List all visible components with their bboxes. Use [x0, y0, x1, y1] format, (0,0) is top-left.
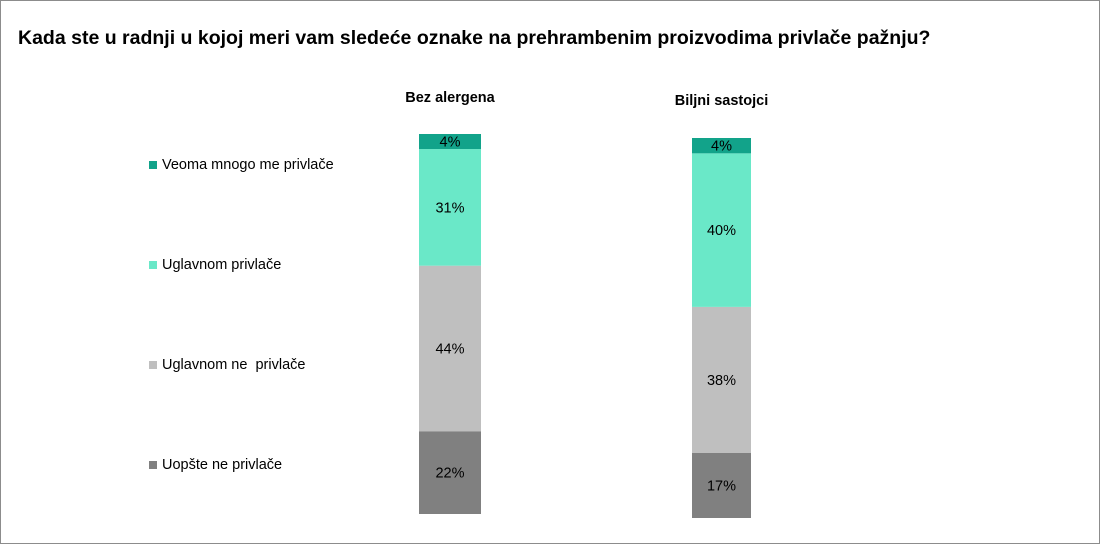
legend-label: Uglavnom privlače	[162, 257, 282, 273]
legend-item: Uglavnom ne privlače	[149, 357, 305, 373]
legend-label: Uopšte ne privlače	[162, 457, 283, 473]
data-label: 22%	[435, 466, 464, 482]
bar-segment	[692, 153, 751, 307]
legend-label: Veoma mnogo me privlače	[162, 157, 334, 173]
legend-swatch	[149, 261, 157, 269]
data-label: 44%	[435, 341, 464, 357]
data-label: 31%	[435, 200, 464, 216]
legend-swatch	[149, 161, 157, 169]
legend-item: Veoma mnogo me privlače	[149, 157, 334, 173]
bar-segment	[692, 138, 751, 154]
legend-swatch	[149, 461, 157, 469]
data-label: 38%	[707, 373, 736, 389]
legend-label: Uglavnom ne privlače	[162, 357, 306, 373]
category-label: Biljni sastojci	[675, 93, 768, 109]
bar-segment	[419, 265, 481, 432]
category-label: Bez alergena	[405, 90, 495, 106]
legend-item: Uglavnom privlače	[149, 257, 281, 273]
bar-segment	[419, 149, 481, 266]
bar-segment	[692, 306, 751, 453]
bar-segment	[419, 134, 481, 150]
legend-item: Uopšte ne privlače	[149, 457, 282, 473]
data-label: 4%	[711, 139, 732, 155]
data-label: 40%	[707, 223, 736, 239]
bar-segment	[419, 431, 481, 514]
data-label: 17%	[707, 478, 736, 494]
bar-segment	[692, 452, 751, 518]
data-label: 4%	[440, 135, 461, 151]
chart-title: Kada ste u radnji u kojoj meri vam slede…	[18, 27, 931, 49]
legend-swatch	[149, 361, 157, 369]
